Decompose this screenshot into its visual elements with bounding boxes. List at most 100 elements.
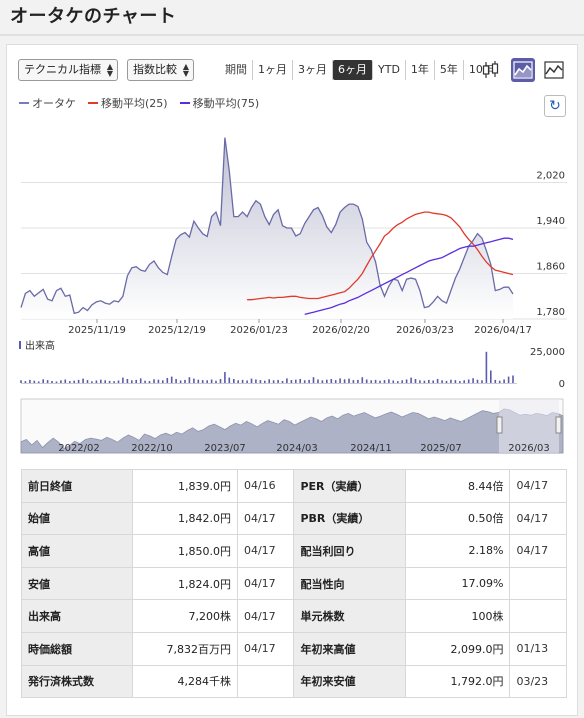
- stat-date: 04/17: [236, 501, 295, 536]
- volume-bar: [206, 380, 208, 383]
- index-compare-select[interactable]: 指数比較 ▲ ▼: [127, 59, 194, 81]
- area-chart-icon[interactable]: [511, 58, 535, 82]
- legend-item-price[interactable]: オータケ: [19, 95, 76, 111]
- volume-bar: [428, 379, 430, 383]
- technical-indicator-select[interactable]: テクニカル指標 ▲ ▼: [18, 59, 118, 81]
- navigator-area: [20, 408, 564, 454]
- volume-bar: [20, 380, 22, 383]
- volume-bar: [277, 379, 279, 383]
- title-bar: オータケのチャート: [0, 0, 584, 36]
- volume-bar: [219, 379, 222, 383]
- stat-date: [236, 664, 295, 699]
- volume-bar: [512, 375, 514, 383]
- volume-bar: [179, 380, 182, 383]
- volume-bar: [308, 379, 310, 383]
- volume-bar: [334, 380, 337, 383]
- refresh-icon: ↻: [549, 98, 561, 114]
- line-chart-icon[interactable]: [542, 58, 566, 82]
- volume-bar: [170, 376, 173, 383]
- volume-bar: [397, 381, 399, 383]
- legend-label: オータケ: [32, 97, 76, 110]
- volume-bar: [91, 381, 93, 383]
- period-5y-button[interactable]: 5年: [435, 60, 464, 80]
- volume-bar: [330, 379, 333, 383]
- index-compare-label: 指数比較: [133, 63, 177, 76]
- volume-bar: [64, 379, 67, 383]
- legend-item-ma75[interactable]: 移動平均(75): [179, 95, 259, 111]
- volume-bar: [476, 379, 479, 383]
- volume-bar: [33, 380, 36, 383]
- legend-swatch: [179, 102, 190, 104]
- volume-bar: [472, 378, 474, 383]
- period-ytd-button[interactable]: YTD: [373, 60, 406, 80]
- volume-bar: [405, 379, 408, 383]
- volume-bar: [414, 379, 417, 383]
- stat-label: PER（実績）: [293, 469, 406, 503]
- stats-row: 前日終値 1,839.0円 04/16 PER（実績） 8.44倍 04/17: [20, 469, 567, 503]
- volume-bar: [86, 380, 89, 383]
- stat-label: 年初来安値: [293, 664, 406, 699]
- volume-bar: [419, 380, 421, 383]
- technical-indicator-label: テクニカル指標: [24, 63, 101, 76]
- refresh-button[interactable]: ↻: [544, 95, 566, 117]
- legend-item-ma25[interactable]: 移動平均(25): [88, 95, 168, 111]
- chart-legend: オータケ 移動平均(25) 移動平均(75): [19, 95, 259, 111]
- volume-bar: [423, 380, 426, 383]
- volume-bar: [184, 379, 186, 383]
- stat-value: 2,099.0円: [404, 631, 511, 666]
- volume-bar: [246, 380, 248, 383]
- volume-bar: [441, 380, 443, 383]
- volume-bar: [175, 379, 177, 383]
- volume-bar: [268, 379, 270, 383]
- stat-value: 4,284千株: [132, 664, 238, 699]
- volume-bar: [463, 380, 465, 383]
- x-tick-label: 2026/03: [508, 443, 550, 454]
- volume-bar: [77, 379, 80, 383]
- y-tick-label: 2,020: [536, 171, 565, 182]
- volume-bar: [201, 380, 204, 383]
- volume-bar: [233, 379, 235, 383]
- period-1m-button[interactable]: 1ヶ月: [253, 60, 293, 80]
- volume-bar: [392, 380, 395, 383]
- candlestick-icon[interactable]: [479, 58, 503, 82]
- volume-bar: [281, 380, 284, 383]
- period-1y-button[interactable]: 1年: [406, 60, 435, 80]
- volume-bar: [46, 380, 49, 383]
- stat-label: 年初来高値: [293, 631, 406, 666]
- stat-value: 1,824.0円: [132, 566, 238, 601]
- period-3m-button[interactable]: 3ヶ月: [293, 60, 333, 80]
- volume-bar: [131, 380, 133, 383]
- x-tick-label: 2025/07: [420, 443, 462, 454]
- x-tick-label: 2026/01/23: [230, 325, 288, 336]
- volume-bar: [157, 379, 160, 383]
- ma75-line: [304, 237, 514, 316]
- volume-bar: [299, 379, 301, 383]
- stat-label: 安値: [20, 566, 134, 601]
- stat-label: 発行済株式数: [20, 664, 134, 699]
- volume-bar: [153, 379, 155, 383]
- volume-bar: [215, 380, 217, 383]
- stats-row: 時価総額 7,832百万円 04/17 年初来高値 2,099.0円 01/13: [20, 631, 567, 666]
- stat-date: [509, 566, 567, 601]
- stat-label: 始値: [20, 501, 134, 536]
- page-title: オータケのチャート: [10, 6, 177, 27]
- volume-bar: [295, 379, 297, 383]
- period-6m-button[interactable]: 6ヶ月: [333, 60, 373, 80]
- volume-bar: [317, 379, 319, 383]
- volume-bar: [69, 381, 71, 383]
- volume-bar: [259, 380, 262, 383]
- volume-bar: [264, 380, 266, 383]
- x-tick-label: 2022/10: [131, 443, 173, 454]
- period-selector: 期間 1ヶ月 3ヶ月 6ヶ月 YTD 1年 5年 10年: [220, 59, 499, 81]
- volume-bar: [321, 380, 324, 383]
- stat-value: 1,842.0円: [132, 501, 238, 536]
- volume-bar: [450, 379, 452, 383]
- stock-chart[interactable]: 2,020 1,940 1,860 1,780 2025/11/19 2025/12/19…: [7, 97, 579, 472]
- volume-bar: [401, 380, 403, 383]
- stats-table: 前日終値 1,839.0円 04/16 PER（実績） 8.44倍 04/17 始値 1,84…: [20, 469, 567, 699]
- volume-bar: [379, 380, 381, 383]
- legend-swatch: [19, 102, 29, 104]
- stat-label: PBR（実績）: [293, 501, 406, 536]
- volume-bar: [228, 377, 231, 383]
- volume-bar: [162, 380, 164, 383]
